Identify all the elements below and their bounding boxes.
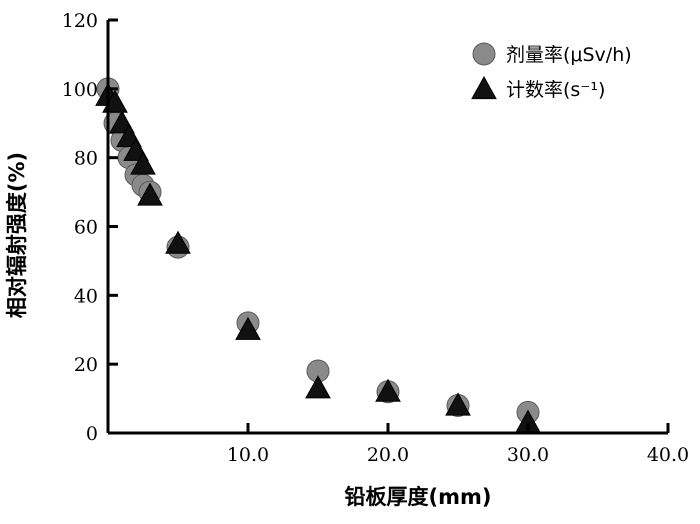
triangle-point xyxy=(375,378,401,402)
legend-label: 剂量率(μSv/h) xyxy=(506,44,632,66)
legend: 剂量率(μSv/h) 计数率(s⁻¹) xyxy=(471,42,632,101)
triangle-point xyxy=(305,375,331,399)
y-tick-label: 40 xyxy=(74,285,98,307)
series-count-rate xyxy=(95,82,541,433)
y-tick-label: 120 xyxy=(62,10,98,32)
legend-triangle-marker xyxy=(471,75,497,100)
plot-area xyxy=(95,77,541,433)
triangle-point xyxy=(445,392,471,416)
x-tick-label: 10.0 xyxy=(227,444,269,466)
triangle-point xyxy=(235,316,261,340)
y-tick-label: 100 xyxy=(62,79,98,101)
y-axis-title: 相对辐射强度(%) xyxy=(5,152,29,318)
y-tick-label: 60 xyxy=(74,217,98,239)
triangle-point xyxy=(165,230,191,254)
y-tick-label: 80 xyxy=(74,148,98,170)
x-tick-label: 40.0 xyxy=(647,444,689,466)
y-tick-label: 0 xyxy=(86,423,98,445)
legend-label: 计数率(s⁻¹) xyxy=(506,79,605,101)
y-tick-label: 20 xyxy=(74,354,98,376)
triangle-point xyxy=(130,151,156,175)
axes: 0 20 40 60 80 100 120 10.0 20.0 30.0 40.0 xyxy=(62,10,689,466)
series-dose-rate xyxy=(96,77,540,424)
triangle-point xyxy=(137,182,163,206)
x-axis-title: 铅板厚度(mm) xyxy=(345,485,492,509)
x-tick-label: 30.0 xyxy=(507,444,549,466)
legend-circle-marker xyxy=(472,42,496,66)
x-tick-label: 20.0 xyxy=(367,444,409,466)
